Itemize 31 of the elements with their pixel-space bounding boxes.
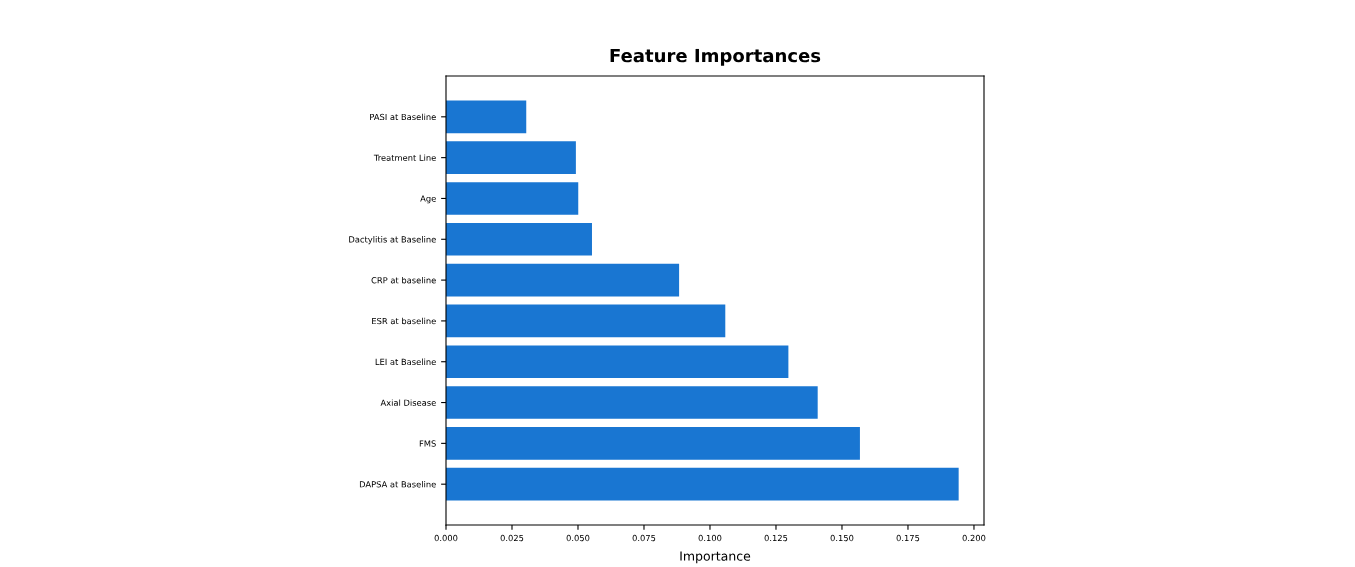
bar <box>446 100 527 134</box>
y-tick-label: Treatment Line <box>373 154 436 161</box>
y-tick-label: CRP at baseline <box>371 276 436 284</box>
bar <box>446 304 726 338</box>
x-tick-label: 0.125 <box>764 534 788 542</box>
x-tick-label: 0.050 <box>566 534 590 542</box>
y-tick-label: Axial Disease <box>380 399 436 406</box>
y-tick-label: ESR at baseline <box>372 317 436 325</box>
x-tick-label: 0.175 <box>896 534 920 542</box>
bar <box>446 141 576 174</box>
y-tick-label: Age <box>420 195 436 204</box>
y-tick-label: LEI at Baseline <box>375 358 436 366</box>
bar <box>446 345 789 379</box>
x-tick-label: 0.100 <box>698 534 722 542</box>
x-tick-label: 0.025 <box>500 534 524 542</box>
bar <box>446 386 818 419</box>
x-tick-label: 0.200 <box>962 534 986 542</box>
chart-title: Feature Importances <box>610 48 821 66</box>
bar <box>446 222 592 256</box>
y-tick-label: DAPSA at Baseline <box>359 481 436 488</box>
bar <box>446 427 860 460</box>
bar <box>446 263 680 297</box>
y-tick-label: Dactylitis at Baseline <box>349 236 436 245</box>
x-tick-label: 0.000 <box>434 534 458 542</box>
x-axis-title: Importance <box>680 551 751 564</box>
y-tick-label: PASI at Baseline <box>370 113 436 121</box>
bar <box>446 467 959 501</box>
y-tick-label: FMS <box>419 440 436 447</box>
x-tick-label: 0.075 <box>632 534 656 542</box>
bar <box>446 182 579 215</box>
x-tick-label: 0.150 <box>830 534 854 542</box>
